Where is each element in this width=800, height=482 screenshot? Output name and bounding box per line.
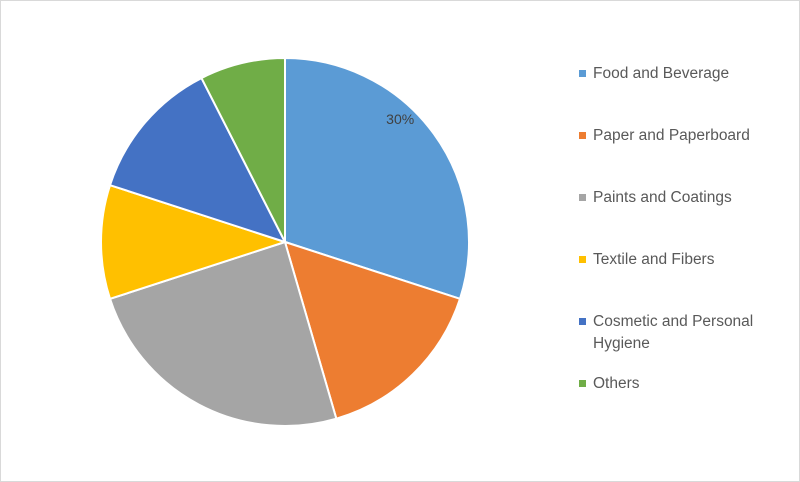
legend-label: Cosmetic and Personal Hygiene [593, 313, 754, 352]
legend-item-others: Others [579, 373, 793, 395]
legend-swatch [579, 318, 586, 325]
legend-label: Food and Beverage [593, 65, 730, 82]
data-label-food-and-beverage: 30% [386, 111, 414, 127]
pie-slice-cosmetic-and-personal-hygiene [108, 76, 287, 244]
legend-label: Textile and Fibers [593, 251, 715, 268]
pie-slice-paints-and-coatings [108, 240, 338, 427]
legend-swatch [579, 194, 586, 201]
legend-swatch [579, 256, 586, 263]
legend-item-paper-and-paperboard: Paper and Paperboard [579, 125, 793, 147]
legend-item-cosmetic-and-personal-hygiene: Cosmetic and Personal Hygiene [579, 311, 793, 355]
legend-label: Paper and Paperboard [593, 127, 750, 144]
legend-swatch [579, 132, 586, 139]
pie-slices [100, 56, 470, 427]
legend-item-textile-and-fibers: Textile and Fibers [579, 249, 793, 271]
legend-label: Paints and Coatings [593, 189, 732, 206]
legend-label: Others [593, 375, 640, 392]
pie-slice-others [200, 56, 286, 243]
legend-swatch [579, 380, 586, 387]
pie-slice-food-and-beverage [284, 56, 470, 301]
legend-item-paints-and-coatings: Paints and Coatings [579, 187, 793, 209]
pie-data-labels: 30% [386, 111, 414, 127]
legend-item-food-and-beverage: Food and Beverage [579, 63, 793, 85]
pie-slice-textile-and-fibers [100, 183, 289, 301]
pie-slice-paper-and-paperboard [283, 240, 462, 420]
legend-swatch [579, 70, 586, 77]
